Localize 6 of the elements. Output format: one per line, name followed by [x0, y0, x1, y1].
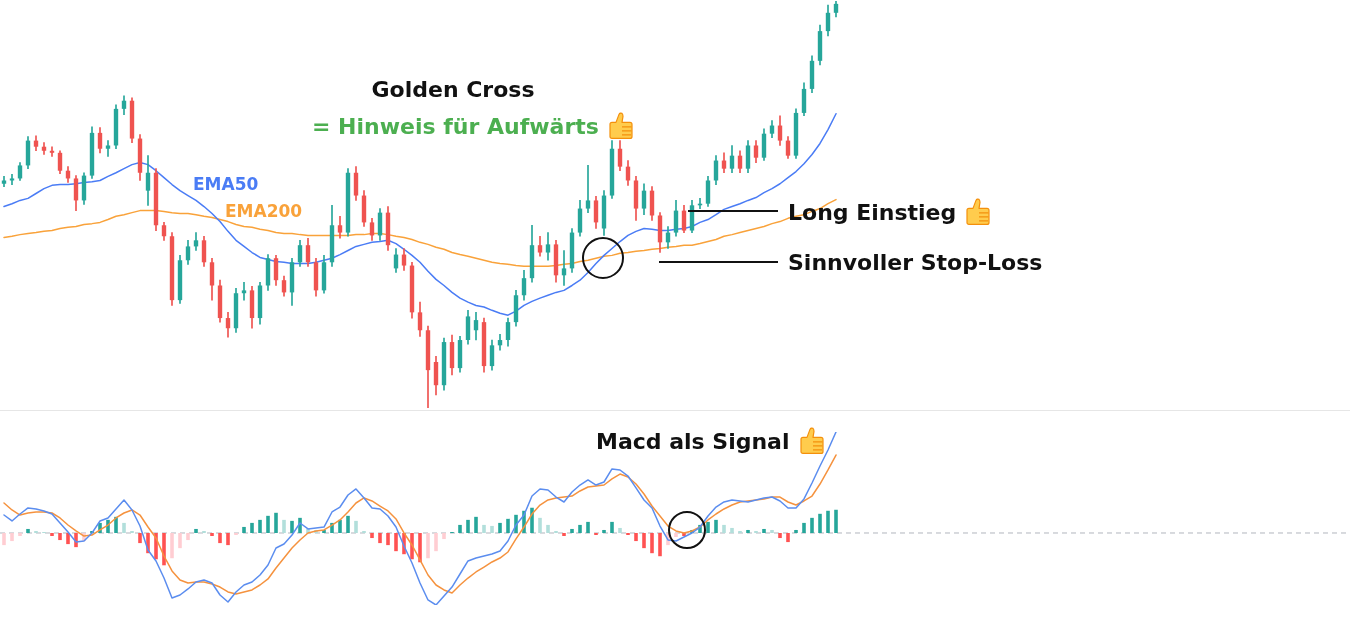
annotation: Macd als Signal	[596, 429, 790, 454]
series-label: EMA50	[193, 174, 259, 195]
annotation: = Hinweis für Aufwärts	[312, 114, 599, 139]
annotation: Golden Cross	[371, 77, 535, 102]
series-label: EMA200	[225, 200, 303, 221]
annotation: Sinnvoller Stop-Loss	[788, 250, 1043, 275]
